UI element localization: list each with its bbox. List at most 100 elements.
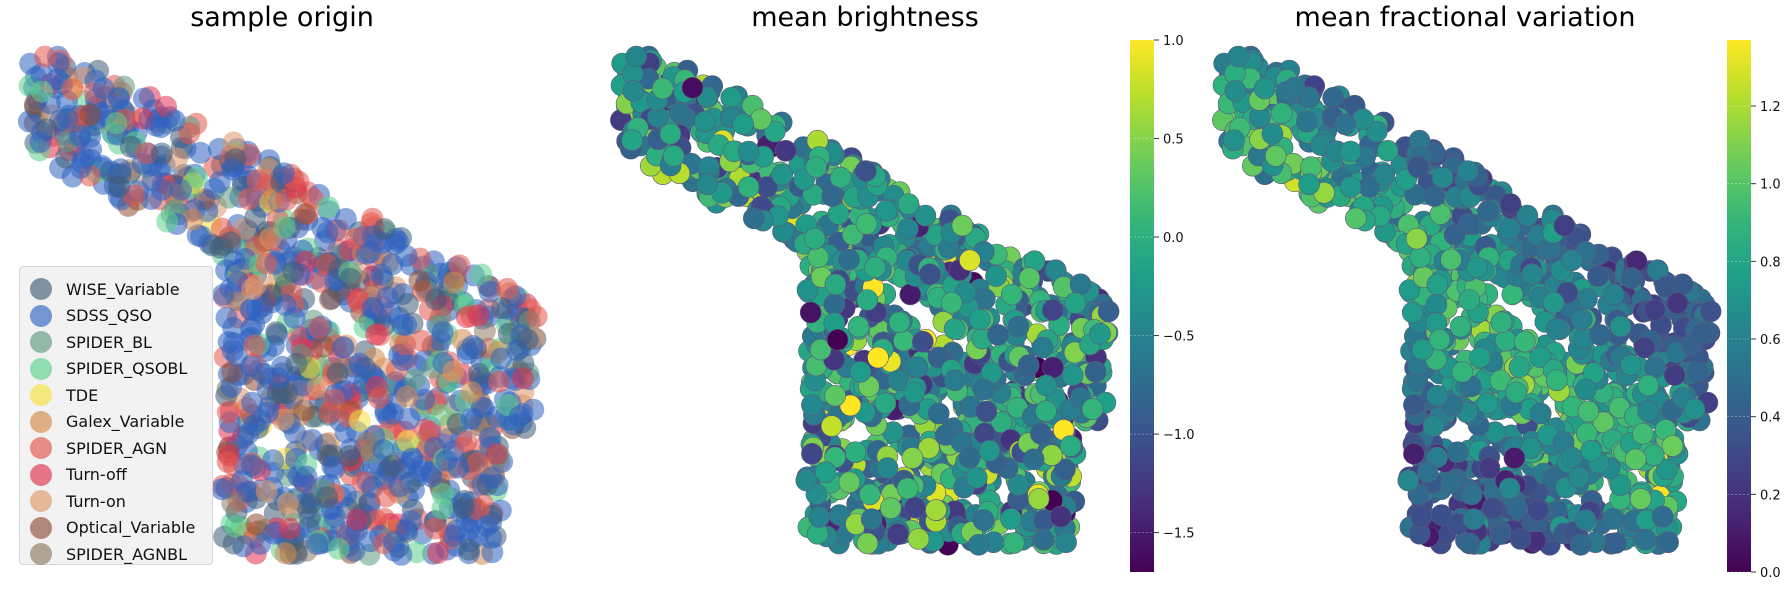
point-wise-variable [373,218,396,241]
data-point [972,378,995,401]
point-sdss-qso [163,109,186,132]
point-wise-variable [381,454,403,477]
data-point [864,256,886,279]
data-point [1587,265,1609,287]
data-point [914,204,937,227]
point-sdss-qso [447,456,470,479]
data-point [742,207,765,230]
data-point [1401,301,1424,324]
point-spider-agn [61,78,84,101]
data-point [1506,496,1528,519]
point-spider-qsobl [273,216,296,239]
data-point [1514,330,1536,353]
data-point [1642,444,1665,467]
data-point [1501,283,1524,306]
point-sdss-qso [324,505,346,528]
data-point [796,279,819,301]
data-point [1423,185,1446,207]
data-point [1224,80,1247,102]
legend: WISE_Variable SDSS_QSO SPIDER_BL SPIDER_QSO… [19,266,213,565]
data-point [1030,422,1052,445]
point-spider-agn [216,450,239,473]
data-point [1620,267,1643,289]
data-point [1527,499,1549,521]
chart-title-sample-origin: sample origin [190,2,374,33]
data-point [838,248,860,271]
data-point [1410,506,1432,528]
colorbar-gradient [1727,40,1751,572]
data-point [1296,110,1318,133]
legend-swatch [30,463,52,486]
data-point [1003,532,1025,554]
point-sdss-qso [221,158,244,181]
data-point [1298,173,1320,195]
panel-mean-brightness [610,45,1120,556]
data-point [1609,315,1632,338]
data-point [965,466,988,489]
data-point [1426,273,1449,296]
data-point [737,176,760,198]
point-turn-off [365,323,388,346]
colorbar-tick-label: 0.0 [1163,231,1184,246]
point-sdss-qso [390,543,413,566]
point-turn-on [306,376,329,399]
data-point [803,227,826,250]
legend-item-turn-on: Turn-on [30,489,126,513]
legend-swatch [30,490,52,512]
data-point [805,156,828,178]
point-sdss-qso [30,63,53,86]
data-point [903,381,926,404]
data-point [1084,360,1107,383]
point-sdss-qso [210,478,233,501]
point-sdss-qso [460,407,483,430]
data-point [951,214,974,237]
data-point [1489,523,1511,546]
point-sdss-qso [223,250,246,273]
point-spider-agn [413,418,436,441]
point-tde [396,430,419,453]
point-spider-agn [488,370,510,393]
legend-swatch [30,331,52,353]
data-point [1466,256,1488,279]
point-galex-variable [443,271,466,294]
point-galex-variable [274,542,297,565]
point-wise-variable [265,321,288,344]
point-spider-agn [323,388,346,411]
data-point [1505,381,1528,404]
point-spider-agn [345,227,368,250]
legend-label: SDSS_QSO [66,306,153,325]
legend-item-turn-off: Turn-off [30,463,127,487]
data-point [1007,474,1030,496]
data-point [1508,356,1531,379]
data-point [1560,446,1583,469]
legend-item-sdss-qso: SDSS_QSO [30,304,152,328]
data-point [1499,218,1521,240]
point-spider-agn [496,277,519,300]
data-point [1458,289,1481,311]
data-point [867,346,889,369]
point-turn-off [427,541,449,564]
point-spider-agn [135,142,158,165]
point-sdss-qso [431,321,454,344]
point-sdss-qso [241,391,263,414]
legend-label: TDE [66,385,99,405]
data-point [1605,532,1627,554]
data-point [1007,315,1030,338]
data-point [1529,402,1552,425]
colorbar-tick-label: 0.4 [1760,411,1781,426]
data-point [1031,336,1054,359]
data-point [1637,400,1659,422]
point-sdss-qso [332,336,355,359]
data-point [826,328,849,351]
point-spider-qsobl [185,166,208,189]
colorbar-tick-label: 1.2 [1760,100,1781,115]
data-point [824,273,847,296]
point-spider-agn [34,45,56,68]
data-point [774,140,797,162]
data-point [886,523,909,546]
point-wise-variable [424,288,447,311]
point-turn-on [442,360,465,383]
data-point [1089,322,1111,345]
data-point [696,173,718,195]
data-point [968,308,991,331]
